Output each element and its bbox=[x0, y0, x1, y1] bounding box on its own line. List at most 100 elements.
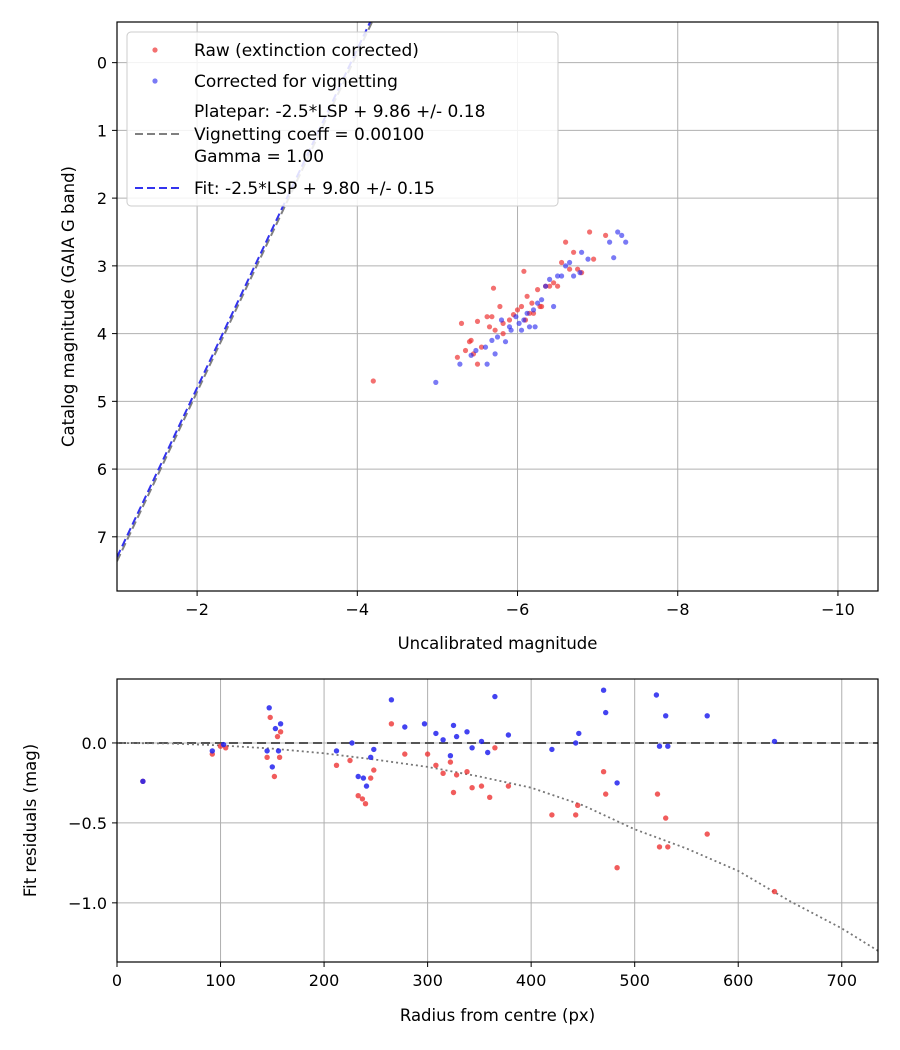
bottom-plot-frame bbox=[116, 678, 879, 963]
legend-raw-marker bbox=[152, 47, 158, 53]
bottom-plot-ticks: 0 100 200 300 400 500 600 700 0.0 −0.5 −1.0 bbox=[68, 734, 857, 990]
top-y-axis-label: Catalog magnitude (GAIA G band) bbox=[59, 166, 78, 447]
y-tick-label: −0.5 bbox=[68, 814, 107, 833]
corrected-data-point bbox=[388, 697, 395, 703]
x-tick-label: 500 bbox=[619, 971, 650, 990]
raw-data-point bbox=[603, 791, 609, 797]
corrected-data-point bbox=[355, 773, 361, 780]
raw-data-point bbox=[663, 815, 669, 821]
raw-data-point bbox=[469, 785, 475, 791]
raw-data-point bbox=[559, 259, 565, 266]
x-tick-label: −4 bbox=[346, 600, 370, 619]
corrected-data-point bbox=[513, 314, 519, 320]
corrected-data-point bbox=[333, 748, 340, 754]
raw-data-point bbox=[614, 865, 620, 871]
raw-data-point bbox=[402, 751, 408, 757]
y-tick-label: 1 bbox=[97, 121, 107, 140]
corrected-data-point bbox=[665, 743, 671, 749]
corrected-data-point bbox=[447, 753, 454, 759]
raw-data-point bbox=[489, 314, 495, 320]
raw-data-point bbox=[490, 285, 497, 291]
corrected-data-point bbox=[663, 713, 669, 719]
corrected-data-point bbox=[485, 749, 491, 756]
corrected-data-point bbox=[571, 273, 577, 279]
corrected-data-point bbox=[482, 344, 489, 350]
corrected-data-point bbox=[433, 379, 439, 385]
fit-residuals-plot: 0 100 200 300 400 500 600 700 0.0 −0.5 −1.0 Radius… bbox=[21, 678, 879, 1025]
corrected-data-point bbox=[573, 740, 579, 746]
corrected-data-point bbox=[611, 255, 617, 261]
corrected-data-point bbox=[371, 746, 377, 753]
legend-fit-label: Fit: -2.5*LSP + 9.80 +/- 0.15 bbox=[194, 179, 435, 199]
corrected-data-point bbox=[492, 351, 498, 357]
raw-data-point bbox=[450, 789, 457, 796]
legend-platepar-label: Platepar: -2.5*LSP + 9.86 +/- 0.18 bbox=[194, 102, 485, 122]
corrected-data-point bbox=[506, 324, 513, 330]
raw-data-point bbox=[487, 794, 493, 800]
corrected-data-point bbox=[468, 352, 474, 358]
corrected-data-point bbox=[656, 743, 663, 749]
corrected-data-point bbox=[603, 709, 609, 716]
raw-data-point bbox=[567, 266, 573, 272]
raw-data-point bbox=[521, 268, 527, 274]
corrected-data-point bbox=[464, 729, 470, 735]
raw-data-point bbox=[274, 733, 281, 740]
corrected-data-point bbox=[489, 337, 495, 343]
raw-data-point bbox=[370, 378, 376, 384]
raw-data-point bbox=[591, 256, 597, 262]
raw-data-point bbox=[355, 793, 361, 799]
corrected-data-point bbox=[551, 303, 557, 310]
y-tick-label: 3 bbox=[97, 257, 107, 276]
raw-data-point bbox=[505, 783, 512, 789]
y-tick-label: 5 bbox=[97, 392, 107, 411]
corrected-data-point bbox=[521, 317, 527, 323]
raw-data-point bbox=[529, 300, 535, 306]
raw-data-point bbox=[492, 745, 498, 751]
bottom-plot-points bbox=[140, 687, 778, 895]
raw-data-point bbox=[468, 337, 474, 343]
corrected-data-point bbox=[516, 320, 522, 326]
corrected-data-point bbox=[547, 276, 553, 282]
corrected-data-point bbox=[453, 733, 460, 740]
raw-data-point bbox=[424, 751, 431, 757]
corrected-data-point bbox=[623, 239, 629, 245]
raw-data-point bbox=[549, 812, 555, 818]
x-tick-label: 700 bbox=[826, 971, 857, 990]
y-tick-label: 6 bbox=[97, 460, 107, 479]
raw-data-point bbox=[368, 775, 374, 781]
corrected-data-point bbox=[704, 713, 710, 719]
raw-data-point bbox=[587, 229, 593, 235]
corrected-data-point bbox=[363, 783, 370, 789]
raw-data-point bbox=[347, 757, 353, 764]
raw-data-point bbox=[388, 721, 395, 727]
corrected-data-point bbox=[539, 297, 545, 303]
raw-data-point bbox=[271, 773, 278, 780]
raw-data-point bbox=[458, 320, 465, 326]
corrected-data-point bbox=[518, 327, 525, 333]
corrected-data-point bbox=[368, 754, 374, 760]
x-tick-label: 200 bbox=[309, 971, 340, 990]
x-tick-label: 300 bbox=[412, 971, 443, 990]
top-plot-frame bbox=[116, 21, 879, 592]
y-tick-label: −1.0 bbox=[68, 894, 107, 913]
y-tick-label: 0 bbox=[97, 54, 107, 73]
x-tick-label: 0 bbox=[112, 971, 122, 990]
corrected-data-point bbox=[555, 273, 561, 279]
corrected-data-point bbox=[478, 738, 485, 745]
x-tick-label: 400 bbox=[516, 971, 547, 990]
legend-corrected-marker bbox=[152, 78, 158, 84]
x-tick-label: −10 bbox=[821, 600, 855, 619]
raw-data-point bbox=[563, 239, 569, 245]
corrected-data-point bbox=[559, 273, 565, 279]
raw-data-point bbox=[535, 287, 541, 293]
x-tick-label: −2 bbox=[185, 600, 209, 619]
raw-data-point bbox=[771, 888, 778, 895]
bottom-x-axis-label: Radius from centre (px) bbox=[400, 1006, 595, 1025]
raw-data-point bbox=[277, 729, 284, 735]
raw-data-point bbox=[524, 293, 530, 299]
corrected-data-point bbox=[277, 721, 284, 727]
raw-data-point bbox=[462, 347, 469, 354]
raw-data-point bbox=[474, 361, 481, 367]
corrected-data-point bbox=[530, 307, 537, 313]
legend-raw-label: Raw (extinction corrected) bbox=[194, 41, 419, 61]
